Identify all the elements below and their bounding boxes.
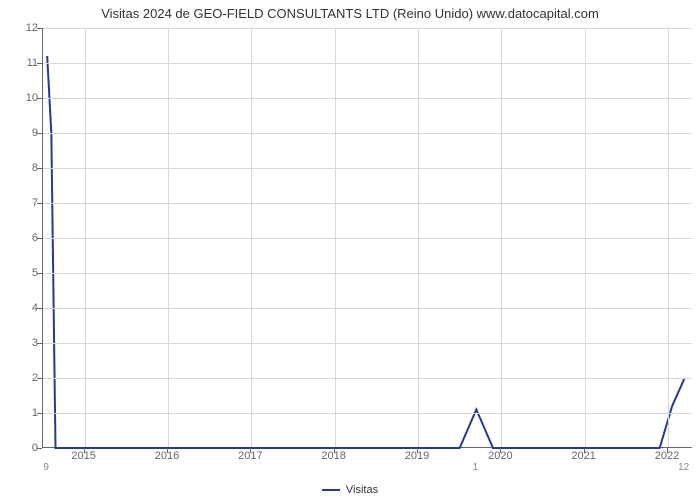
y-axis-label: 12 <box>8 22 38 34</box>
grid-horizontal <box>43 203 692 204</box>
x-callout-label: 9 <box>43 462 49 473</box>
legend-label: Visitas <box>346 484 378 496</box>
y-axis-label: 2 <box>8 372 38 384</box>
grid-horizontal <box>43 308 692 309</box>
x-callout-label: 12 <box>678 462 689 473</box>
x-axis-label: 2016 <box>155 450 179 462</box>
legend-swatch <box>322 489 340 491</box>
grid-horizontal <box>43 273 692 274</box>
x-axis-label: 2021 <box>571 450 595 462</box>
x-callout-label: 1 <box>473 462 479 473</box>
grid-horizontal <box>43 98 692 99</box>
x-axis-label: 2019 <box>405 450 429 462</box>
x-axis-label: 2022 <box>655 450 679 462</box>
y-axis-label: 10 <box>8 92 38 104</box>
y-axis-label: 0 <box>8 442 38 454</box>
grid-horizontal <box>43 238 692 239</box>
y-axis-label: 11 <box>8 57 38 69</box>
x-axis-label: 2017 <box>238 450 262 462</box>
plot-area <box>42 28 692 448</box>
y-axis-label: 6 <box>8 232 38 244</box>
y-axis-label: 4 <box>8 302 38 314</box>
y-axis-label: 9 <box>8 127 38 139</box>
x-axis-label: 2015 <box>71 450 95 462</box>
grid-horizontal <box>43 63 692 64</box>
x-axis-label: 2018 <box>321 450 345 462</box>
y-axis-label: 1 <box>8 407 38 419</box>
chart-title: Visitas 2024 de GEO-FIELD CONSULTANTS LT… <box>0 0 700 21</box>
grid-horizontal <box>43 343 692 344</box>
grid-horizontal <box>43 378 692 379</box>
y-axis-label: 5 <box>8 267 38 279</box>
legend: Visitas <box>0 484 700 496</box>
grid-horizontal <box>43 133 692 134</box>
x-axis-label: 2020 <box>488 450 512 462</box>
y-axis-label: 3 <box>8 337 38 349</box>
y-axis-label: 8 <box>8 162 38 174</box>
grid-horizontal <box>43 28 692 29</box>
y-axis-label: 7 <box>8 197 38 209</box>
grid-horizontal <box>43 168 692 169</box>
grid-horizontal <box>43 413 692 414</box>
visits-line-chart: Visitas 2024 de GEO-FIELD CONSULTANTS LT… <box>0 0 700 500</box>
